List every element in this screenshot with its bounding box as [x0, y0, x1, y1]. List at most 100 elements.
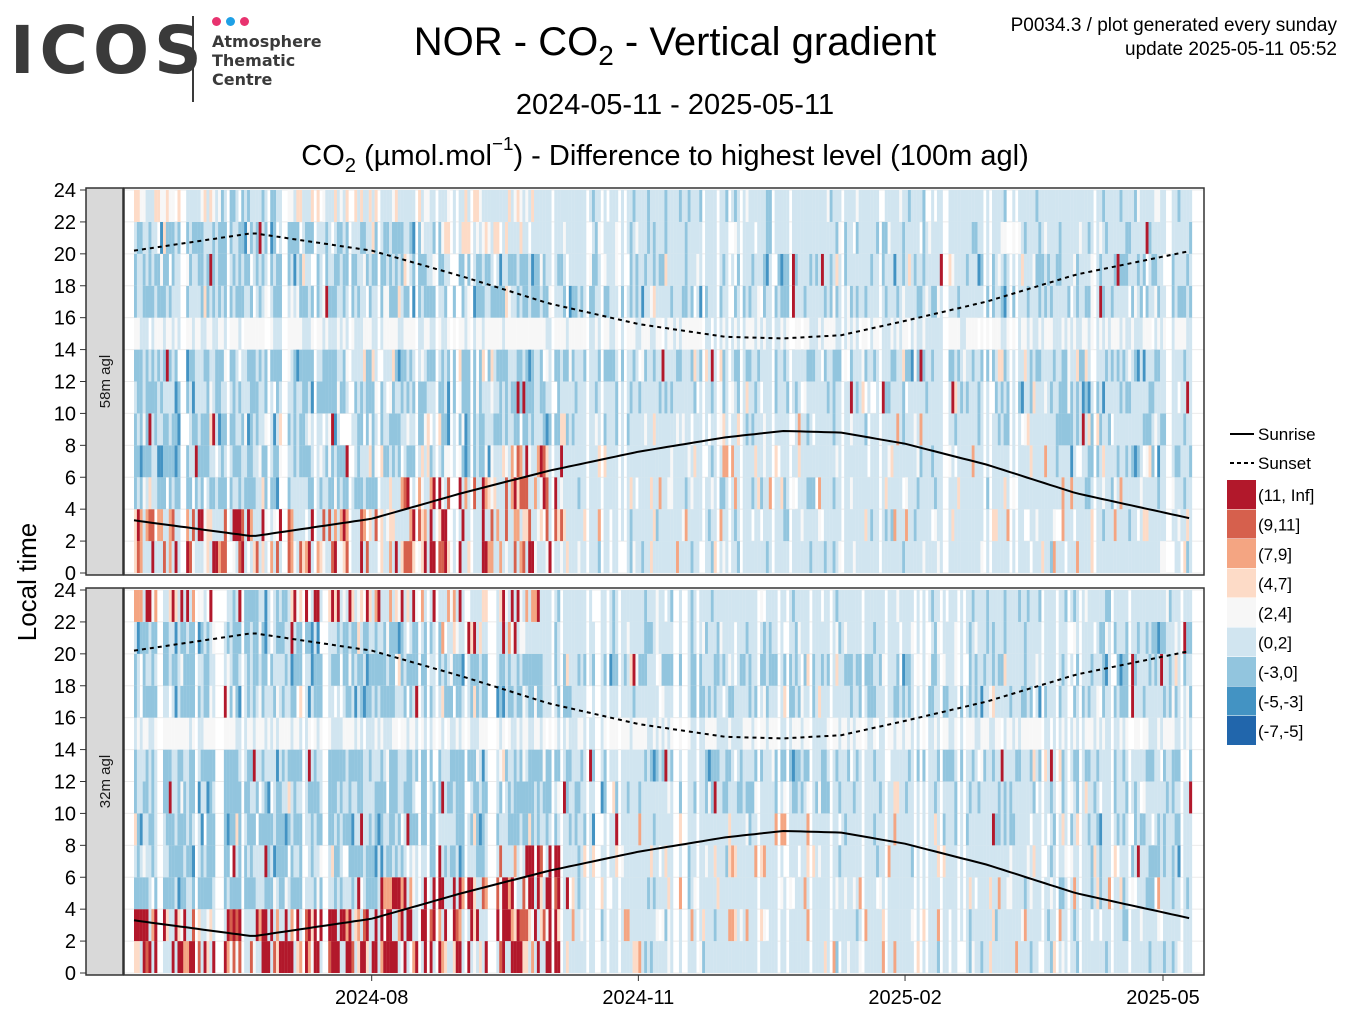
heatmap-cell	[1174, 349, 1178, 382]
heatmap-cell	[899, 413, 903, 446]
heatmap-cell	[890, 190, 894, 222]
heatmap-cell	[142, 445, 146, 478]
heatmap-cell	[249, 317, 253, 350]
heatmap-cell	[890, 445, 894, 478]
heatmap-cell	[1160, 190, 1164, 222]
heatmap-cell	[626, 349, 630, 382]
heatmap-cell	[1073, 349, 1077, 382]
heatmap-cell	[351, 621, 355, 654]
heatmap-cell	[884, 381, 888, 414]
heatmap-cell	[881, 413, 885, 446]
heatmap-cell	[206, 285, 210, 318]
heatmap-cell	[615, 221, 619, 254]
heatmap-cell	[307, 317, 311, 350]
heatmap-cell	[307, 941, 311, 973]
heatmap-cell	[861, 445, 865, 478]
heatmap-cell	[334, 381, 338, 414]
heatmap-cell	[157, 349, 161, 382]
heatmap-cell	[1139, 221, 1143, 254]
heatmap-cell	[345, 509, 349, 542]
heatmap-cell	[186, 285, 190, 318]
heatmap-cell	[452, 445, 456, 478]
heatmap-cell	[1110, 349, 1114, 382]
heatmap-cell	[542, 541, 546, 573]
heatmap-cell	[890, 541, 894, 573]
heatmap-cell	[328, 653, 332, 686]
heatmap-cell	[1038, 413, 1042, 446]
heatmap-cell	[658, 253, 662, 286]
heatmap-cell	[493, 445, 497, 478]
heatmap-cell	[400, 317, 404, 350]
heatmap-cell	[258, 685, 262, 718]
heatmap-cell	[351, 909, 355, 942]
heatmap-cell	[791, 445, 796, 478]
heatmap-cell	[490, 541, 494, 573]
heatmap-cell	[296, 445, 300, 478]
heatmap-cell	[1081, 477, 1085, 510]
heatmap-cell	[389, 190, 393, 222]
heatmap-cell	[936, 445, 940, 478]
heatmap-cell	[365, 621, 369, 654]
heatmap-cell	[638, 317, 642, 350]
heatmap-cell	[464, 349, 468, 382]
heatmap-cell	[829, 317, 833, 350]
heatmap-cell	[278, 413, 282, 446]
heatmap-cell	[444, 941, 448, 973]
heatmap-cell	[655, 285, 659, 318]
heatmap-cell	[803, 509, 807, 542]
heatmap-cell	[971, 541, 975, 573]
heatmap-cell	[212, 909, 216, 942]
heatmap-cell	[180, 621, 184, 654]
heatmap-cell	[1049, 413, 1054, 446]
heatmap-cell	[362, 685, 367, 718]
heatmap-cell	[525, 509, 529, 542]
heatmap-cell	[220, 381, 224, 414]
heatmap-cell	[1107, 317, 1111, 350]
heatmap-cell	[212, 349, 216, 382]
heatmap-cell	[307, 349, 311, 382]
heatmap-cell	[252, 445, 256, 478]
heatmap-cell	[1035, 509, 1039, 542]
heatmap-cell	[415, 909, 419, 942]
heatmap-cell	[597, 285, 601, 318]
heatmap-cell	[223, 317, 227, 350]
heatmap-cell	[731, 541, 735, 573]
heatmap-cell	[134, 253, 138, 286]
heatmap-cell	[1136, 349, 1140, 382]
heatmap-cell	[1107, 541, 1111, 573]
heatmap-cell	[925, 509, 929, 542]
heatmap-cell	[1139, 381, 1143, 414]
heatmap-cell	[742, 413, 746, 446]
heatmap-cell	[719, 285, 723, 318]
heatmap-cell	[1134, 445, 1138, 478]
heatmap-cell	[684, 221, 688, 254]
heatmap-cell	[496, 253, 500, 286]
heatmap-cell	[148, 717, 152, 750]
heatmap-cell	[270, 909, 274, 942]
heatmap-cell	[270, 349, 274, 382]
sunset-line	[133, 232, 1190, 340]
heatmap-cell	[397, 749, 401, 782]
heatmap-cell	[583, 317, 587, 350]
heatmap-cell	[699, 221, 703, 254]
heatmap-cell	[991, 509, 996, 542]
heatmap-cell	[249, 413, 253, 446]
heatmap-cell	[438, 717, 442, 750]
y-tick-label: 8	[65, 435, 76, 457]
heatmap-cell	[186, 621, 190, 654]
heatmap-cell	[1029, 413, 1033, 446]
heatmap-cell	[336, 717, 340, 750]
heatmap-cell	[136, 541, 140, 573]
heatmap-cell	[403, 445, 407, 478]
heatmap-cell	[354, 749, 358, 782]
heatmap-cell	[273, 749, 277, 782]
heatmap-cell	[557, 541, 561, 573]
heatmap-cell	[1047, 253, 1051, 286]
heatmap-cell	[380, 845, 384, 878]
heatmap-cell	[858, 477, 862, 510]
heatmap-cell	[357, 813, 361, 846]
heatmap-cell	[429, 317, 433, 350]
heatmap-cell	[502, 349, 506, 382]
heatmap-cell	[554, 349, 558, 382]
heatmap-cell	[1000, 477, 1004, 510]
